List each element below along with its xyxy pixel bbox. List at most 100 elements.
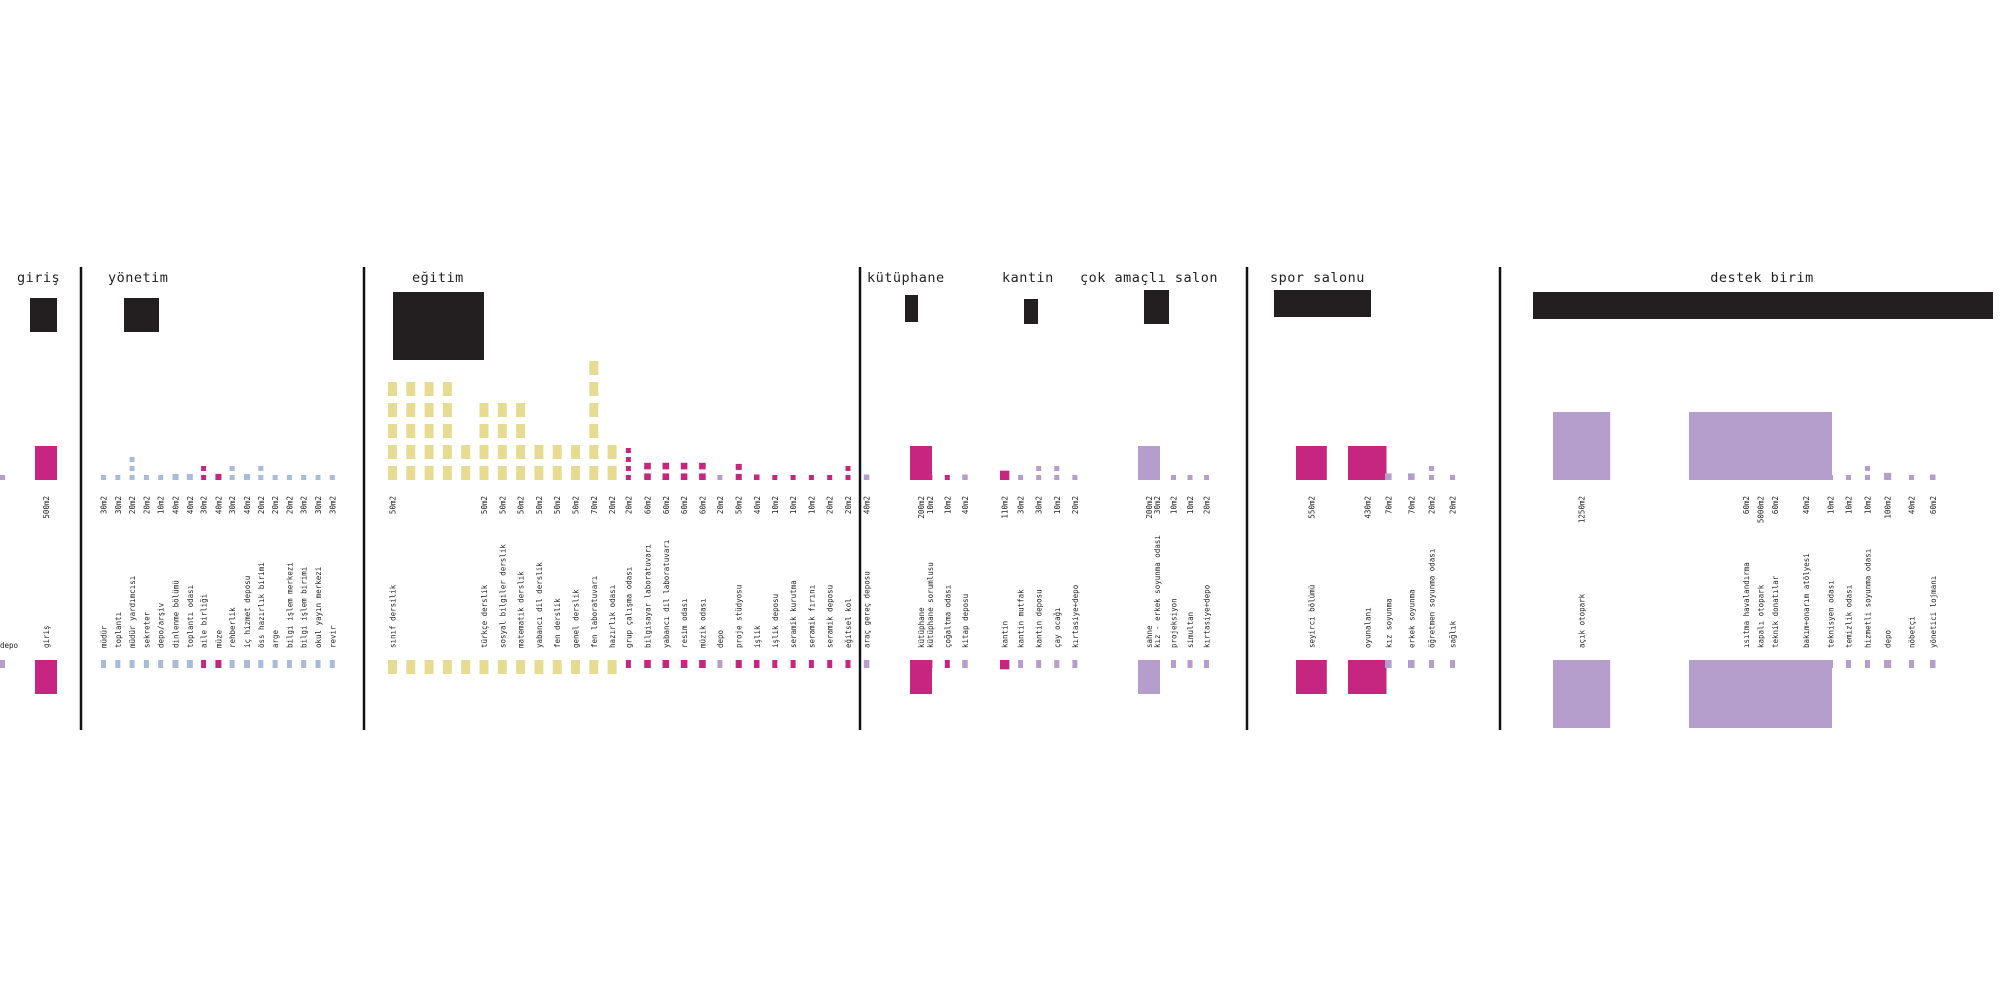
program-block	[589, 445, 599, 459]
program-block	[845, 466, 851, 471]
program-block	[625, 448, 631, 453]
program-footprint	[589, 660, 599, 674]
space-name-label: çay ocağı	[1053, 607, 1062, 648]
program-block	[101, 475, 106, 480]
area-label: 60m2	[662, 496, 671, 514]
program-block	[0, 475, 5, 480]
program-block	[516, 466, 526, 480]
program-block	[388, 382, 397, 396]
program-footprint	[479, 660, 489, 674]
space-name-label: açık otopark	[1578, 593, 1587, 648]
program-block	[388, 424, 397, 438]
program-block	[172, 473, 179, 480]
program-block	[497, 403, 507, 417]
program-block	[1909, 475, 1914, 480]
program-block	[1296, 446, 1327, 480]
area-label: 40m2	[753, 496, 762, 514]
program-footprint	[172, 660, 179, 668]
section-title: yönetim	[108, 270, 168, 286]
area-label: 10m2	[1170, 496, 1179, 514]
program-block	[962, 474, 968, 480]
program-footprint	[772, 660, 778, 668]
program-block	[1553, 412, 1611, 480]
program-block	[229, 466, 235, 471]
space-name-label: nöbetçi	[1908, 616, 1917, 648]
area-label: 20m2	[608, 496, 617, 514]
program-footprint	[1385, 660, 1392, 668]
program-block	[388, 445, 397, 459]
space-name-label: dinlenme bölümü	[172, 580, 181, 648]
program-block	[662, 462, 670, 470]
area-label: 200m2	[1145, 496, 1154, 519]
area-label: 20m2	[826, 496, 835, 514]
section-title: giriş	[17, 270, 60, 286]
program-block	[1204, 475, 1209, 480]
space-name-label: bilgisayar laboratuvarı	[644, 544, 653, 648]
area-label: 50m2	[480, 496, 489, 514]
program-block	[644, 473, 651, 480]
program-block	[534, 445, 544, 459]
area-label: 110m2	[1001, 496, 1010, 519]
program-block	[571, 445, 580, 459]
program-block	[442, 424, 452, 438]
program-footprint	[534, 660, 544, 674]
program-block	[479, 424, 489, 438]
program-block	[406, 382, 416, 396]
area-label: 5000m2	[1757, 496, 1766, 523]
section-title: kantin	[1002, 270, 1054, 286]
space-name-label: depo/arşiv	[157, 602, 166, 648]
program-block	[1348, 446, 1387, 480]
program-footprint	[927, 660, 933, 668]
area-label: 30m2	[114, 496, 123, 514]
area-label: 70m2	[590, 496, 599, 514]
program-block	[1385, 473, 1392, 480]
program-block	[258, 466, 264, 471]
program-footprint	[1154, 660, 1160, 668]
program-block	[461, 466, 471, 480]
space-name-label: toplantı odası	[186, 585, 195, 648]
program-block	[186, 473, 193, 480]
area-label: 50m2	[517, 496, 526, 514]
program-block	[1772, 473, 1779, 480]
area-label: 200m2	[917, 496, 926, 519]
program-footprint	[35, 660, 57, 694]
program-block	[534, 466, 544, 480]
program-block	[607, 445, 617, 459]
area-label: 10m2	[807, 496, 816, 514]
program-block	[754, 474, 760, 480]
space-name-label: yönetici lojmanı	[1929, 576, 1938, 648]
program-block	[479, 445, 489, 459]
program-block	[1429, 466, 1434, 471]
space-name-label: oyunalanı	[1363, 607, 1372, 648]
program-block	[35, 446, 57, 480]
area-label: 20m2	[128, 496, 137, 514]
program-block	[552, 445, 562, 459]
program-block	[1803, 463, 1810, 470]
area-label: 40m2	[863, 496, 872, 514]
space-name-label: ısıtma havalandırma	[1742, 562, 1751, 648]
program-footprint	[115, 660, 121, 668]
area-label: 50m2	[735, 496, 744, 514]
space-name-label: bilgi işlem birimi	[300, 567, 309, 648]
space-name-label: öss hazırlık birimi	[257, 562, 266, 648]
area-label: 50m2	[572, 496, 581, 514]
program-block	[424, 403, 434, 417]
program-block	[516, 403, 526, 417]
area-label: 20m2	[624, 496, 633, 514]
area-label: 40m2	[214, 496, 223, 514]
program-block	[1154, 475, 1160, 480]
area-label: 100m2	[1884, 496, 1893, 519]
space-name-label: teknik donatılar	[1771, 575, 1780, 648]
program-block	[201, 466, 207, 471]
program-footprint	[272, 660, 278, 668]
space-name-label: giriş	[42, 625, 51, 648]
program-block	[115, 475, 121, 480]
program-block	[1930, 474, 1936, 480]
program-footprint	[1909, 660, 1914, 668]
program-block	[1884, 472, 1892, 480]
section-title: eğitim	[412, 270, 464, 286]
program-block	[272, 475, 278, 480]
space-name-label: müdür	[100, 625, 109, 648]
area-label: 10m2	[1845, 496, 1854, 514]
program-block	[1689, 412, 1832, 480]
